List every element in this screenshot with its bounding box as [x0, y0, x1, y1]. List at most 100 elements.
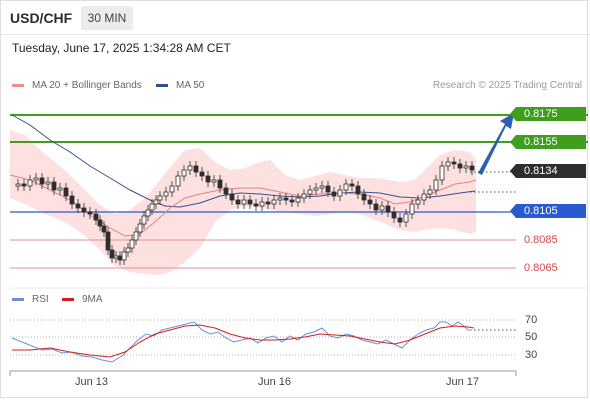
legend-ma20-label: MA 20 + Bollinger Bands: [32, 80, 142, 91]
candle-body: [469, 165, 475, 171]
candle-body: [361, 193, 367, 201]
legend-ma50-label: MA 50: [176, 80, 205, 91]
candle-body: [63, 187, 69, 197]
candle-body: [125, 247, 131, 253]
forecast-arrow: [478, 113, 514, 175]
candle-body: [75, 203, 81, 209]
pivot-value: 0.8105: [524, 205, 558, 217]
candle-body: [367, 199, 373, 205]
candle-body: [427, 189, 433, 195]
candle-body: [241, 199, 247, 205]
timeframe-button[interactable]: 30 MIN: [81, 6, 133, 30]
x-label-jun13: Jun 13: [75, 376, 109, 388]
candle-body: [57, 187, 63, 191]
candle-body: [51, 181, 57, 191]
rsi-ma-swatch: [62, 298, 74, 301]
candle-body: [21, 183, 27, 187]
candle-body: [27, 179, 33, 187]
resistance-1-value: 0.8155: [524, 136, 558, 148]
candle-body: [331, 191, 337, 197]
candle-body: [109, 249, 115, 259]
legend-rsi-label: RSI: [32, 294, 49, 305]
candle-body: [113, 255, 119, 259]
candle-body: [137, 223, 143, 233]
candle-body: [277, 197, 283, 201]
candle-body: [169, 185, 175, 193]
copyright: Research © 2025 Trading Central: [432, 80, 582, 91]
candle-body: [373, 203, 379, 211]
candle-body: [217, 179, 223, 189]
candle-body: [235, 199, 241, 205]
candle-body: [355, 185, 361, 195]
candle-body: [343, 183, 349, 191]
candle-body: [199, 171, 205, 177]
support-2-value: 0.8065: [524, 262, 558, 274]
candle-body: [205, 175, 211, 183]
candle-body: [271, 199, 277, 205]
candle-body: [33, 177, 39, 181]
candle-body: [45, 181, 51, 185]
candle-body: [247, 199, 253, 205]
legend-rsi: RSI: [12, 294, 49, 305]
candle-body: [149, 203, 155, 211]
candle-body: [129, 239, 135, 249]
candle-body: [301, 193, 307, 199]
header-divider: [0, 34, 590, 35]
candle-body: [295, 197, 301, 203]
header: USD/CHF 30 MIN: [0, 0, 590, 36]
rsi-tick-50: 50: [525, 331, 538, 343]
candle-body: [211, 179, 217, 183]
timestamp: Tuesday, June 17, 2025 1:34:28 AM CET: [12, 41, 231, 55]
rsi-tick-70: 70: [525, 314, 538, 326]
candle-body: [187, 165, 193, 171]
candle-body: [153, 199, 159, 205]
candlesticks: [15, 157, 475, 265]
candle-body: [81, 207, 87, 213]
candle-body: [145, 209, 151, 217]
resistance-2-value: 0.8175: [524, 108, 558, 120]
x-label-jun16: Jun 16: [258, 376, 292, 388]
candle-body: [101, 225, 107, 233]
last-price-value: 0.8134: [524, 165, 558, 177]
candle-body: [385, 205, 391, 213]
candle-body: [379, 205, 385, 211]
candle-body: [163, 191, 169, 197]
ma50-line: [11, 114, 476, 208]
legend-rsi-ma: 9MA: [62, 294, 103, 305]
candle-body: [105, 231, 111, 251]
rsi-ma-line: [12, 324, 475, 358]
ma50-swatch: [156, 84, 168, 87]
candle-body: [451, 161, 457, 165]
candle-body: [223, 187, 229, 195]
candle-body: [445, 161, 451, 167]
candle-body: [121, 251, 127, 261]
candle-body: [421, 193, 427, 201]
candle-body: [181, 169, 187, 177]
candle-body: [307, 189, 313, 195]
candle-body: [133, 231, 139, 241]
candle-body: [97, 219, 103, 227]
candle-body: [193, 165, 199, 173]
support-1-value: 0.8085: [524, 234, 558, 246]
currency-pair: USD/CHF: [10, 10, 73, 26]
candle-body: [403, 213, 409, 223]
legend-ma20: MA 20 + Bollinger Bands: [12, 80, 142, 91]
resistance-1-tag: 0.8155: [510, 135, 586, 149]
candle-body: [69, 195, 75, 205]
candle-body: [141, 215, 147, 225]
candle-body: [259, 201, 265, 207]
legend-ma50: MA 50: [156, 80, 204, 91]
candle-body: [391, 211, 397, 219]
resistance-2-tag: 0.8175: [510, 107, 586, 121]
candle-body: [283, 197, 289, 201]
candle-body: [349, 183, 355, 187]
candle-body: [409, 203, 415, 215]
candle-body: [93, 213, 99, 221]
candle-body: [175, 175, 181, 187]
candle-body: [39, 177, 45, 185]
candle-body: [253, 203, 259, 207]
candle-body: [15, 183, 21, 187]
x-label-jun17: Jun 17: [446, 376, 480, 388]
